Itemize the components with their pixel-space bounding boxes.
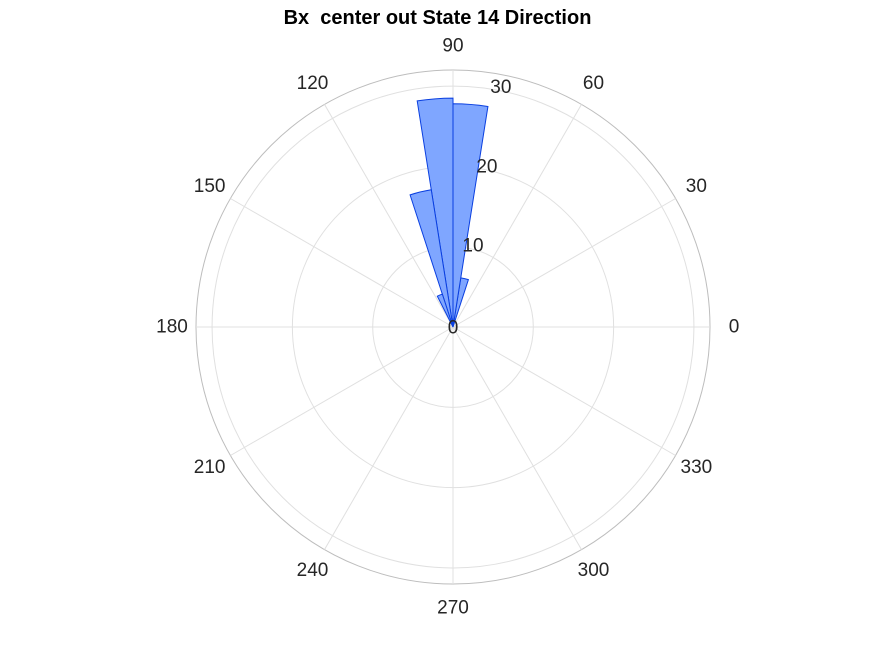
theta-tick-label: 30 bbox=[686, 176, 707, 197]
histogram-bin bbox=[436, 293, 454, 328]
theta-tick-label: 180 bbox=[156, 317, 188, 338]
polar-grid bbox=[195, 69, 711, 585]
theta-grid-line bbox=[230, 326, 454, 456]
theta-tick-label: 240 bbox=[297, 560, 329, 581]
theta-tick-label: 210 bbox=[194, 457, 226, 478]
theta-grid-line bbox=[452, 198, 676, 328]
theta-tick-label: 150 bbox=[194, 176, 226, 197]
r-tick-label: 20 bbox=[476, 156, 497, 177]
theta-tick-label: 330 bbox=[681, 457, 713, 478]
r-tick-labels: 0 10 20 30 bbox=[448, 77, 512, 338]
theta-grid-line bbox=[452, 104, 582, 328]
theta-tick-label: 270 bbox=[437, 598, 469, 619]
theta-grid-line bbox=[230, 198, 454, 328]
theta-tick-label: 120 bbox=[297, 73, 329, 94]
histogram-bin bbox=[452, 103, 489, 328]
theta-grid-line bbox=[324, 326, 454, 550]
r-tick-label: 0 bbox=[448, 318, 459, 339]
chart-title: Bx center out State 14 Direction bbox=[283, 7, 592, 29]
theta-grid-line bbox=[324, 104, 454, 328]
theta-tick-label: 300 bbox=[578, 560, 610, 581]
r-tick-label: 30 bbox=[490, 77, 511, 98]
theta-tick-label: 90 bbox=[442, 36, 463, 57]
histogram-bin bbox=[409, 189, 454, 328]
r-tick-label: 10 bbox=[462, 235, 483, 256]
theta-grid-line bbox=[452, 326, 582, 550]
theta-grid-line bbox=[452, 326, 676, 456]
bar-layer bbox=[409, 97, 489, 328]
theta-tick-label: 60 bbox=[583, 73, 604, 94]
theta-tick-label: 0 bbox=[729, 317, 740, 338]
